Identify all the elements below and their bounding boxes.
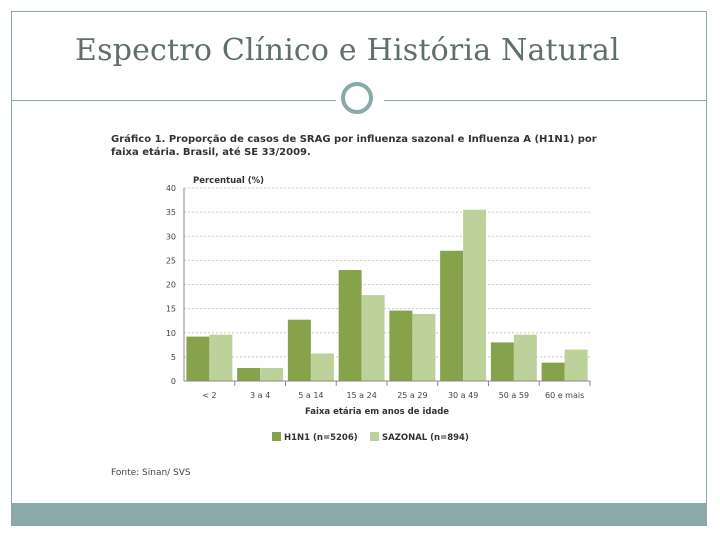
bar-h1n1-2	[287, 319, 311, 381]
x-tick-label: 25 a 29	[397, 391, 427, 400]
bar-sazonal-1	[260, 367, 284, 381]
x-tick-label: 15 a 24	[346, 391, 376, 400]
bar-h1n1-4	[389, 310, 413, 381]
circle-ornament-icon	[341, 82, 373, 114]
y-tick-label: 5	[171, 353, 176, 362]
chart-legend: H1N1 (n=5206) SAZONAL (n=894)	[272, 432, 469, 443]
y-tick-label: 15	[166, 305, 176, 314]
x-tick-label: < 2	[202, 391, 216, 400]
source-note: Fonte: Sinan/ SVS	[111, 468, 191, 478]
y-tick-label: 40	[166, 184, 176, 193]
y-tick-label: 35	[166, 208, 176, 217]
bar-h1n1-0	[186, 336, 210, 381]
x-axis-title: Faixa etária em anos de idade	[305, 407, 449, 417]
x-tick-label: 3 a 4	[250, 391, 270, 400]
bar-h1n1-3	[338, 270, 362, 381]
x-tick-label: 30 a 49	[448, 391, 478, 400]
y-tick-label: 30	[166, 232, 176, 241]
x-tick-label: 5 a 14	[298, 391, 323, 400]
y-tick-label: 0	[171, 377, 176, 386]
x-tick-label: 50 a 59	[499, 391, 529, 400]
bar-h1n1-5	[440, 250, 464, 381]
legend-swatch-0	[272, 432, 281, 441]
legend-label-1: SAZONAL (n=894)	[382, 433, 469, 443]
bar-sazonal-2	[310, 353, 334, 381]
slide-title: Espectro Clínico e História Natural	[75, 33, 620, 68]
legend-label-0: H1N1 (n=5206)	[284, 433, 358, 443]
y-tick-label: 25	[166, 256, 176, 265]
bar-sazonal-5	[463, 209, 487, 381]
bar-sazonal-7	[564, 349, 588, 381]
title-divider-right	[384, 100, 707, 101]
bar-h1n1-1	[237, 367, 261, 381]
bar-h1n1-6	[490, 342, 514, 381]
chart-heading: Gráfico 1. Proporção de casos de SRAG po…	[111, 134, 597, 158]
bar-sazonal-3	[361, 295, 385, 381]
y-axis-title: Percentual (%)	[193, 176, 264, 186]
y-tick-label: 20	[166, 281, 176, 290]
bar-sazonal-4	[412, 313, 436, 381]
chart-bars	[186, 209, 588, 381]
bar-sazonal-0	[209, 334, 233, 381]
bar-sazonal-6	[513, 334, 537, 381]
legend-swatch-1	[370, 432, 379, 441]
y-tick-label: 10	[166, 329, 176, 338]
bar-h1n1-7	[541, 362, 565, 381]
chart-axes: 0 5 10 15 20 25 30 35 40 < 2 3 a 4 5 a 14 15 a 24 25 …	[166, 184, 591, 400]
title-divider-left	[11, 100, 336, 101]
chart-gridlines	[184, 187, 590, 358]
slide-footer-bar	[11, 503, 707, 526]
x-tick-label: 60 e mais	[545, 391, 584, 400]
